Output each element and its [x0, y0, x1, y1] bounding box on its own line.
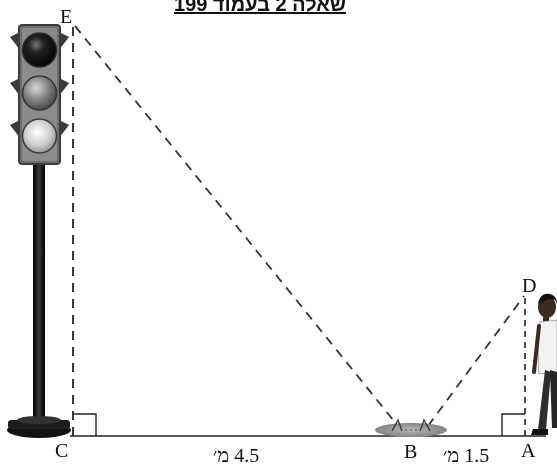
right-angle-icon-a	[501, 413, 525, 436]
point-label-a: A	[521, 440, 536, 462]
traffic-light-icon	[7, 24, 71, 438]
lamp-middle	[21, 75, 58, 111]
page-title-text: שאלה 2 בעמוד 199	[174, 0, 347, 16]
point-label-c: C	[55, 440, 68, 462]
point-label-e: E	[60, 6, 72, 28]
person-icon	[531, 293, 557, 435]
segment-eb	[74, 25, 399, 427]
measurement-ba: 1.5 מ׳	[443, 445, 489, 467]
page-title: שאלה 2 בעמוד 199	[0, 0, 557, 16]
lamp-bottom	[21, 118, 58, 154]
traffic-light-pole	[33, 160, 45, 424]
lamp-top	[21, 32, 58, 68]
point-label-d: D	[522, 275, 536, 297]
point-label-b: B	[404, 441, 417, 463]
measurement-cb: 4.5 מ׳	[213, 445, 259, 467]
mirror-icon	[375, 418, 447, 437]
segment-bd	[427, 295, 525, 427]
right-angle-icon	[73, 413, 97, 436]
